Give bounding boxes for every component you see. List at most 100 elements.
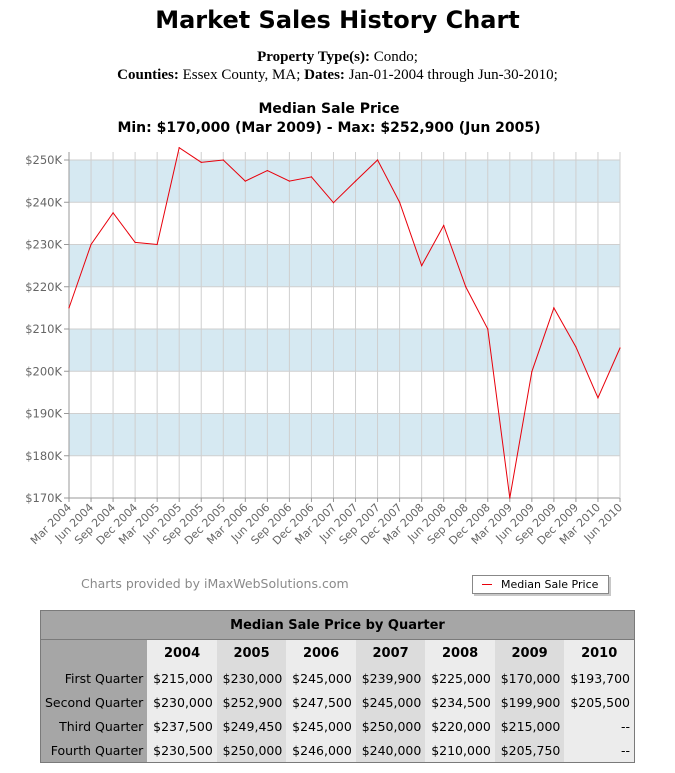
table-header-row: 2004 2005 2006 2007 2008 2009 2010 (40, 639, 635, 666)
table-cell: $205,750 (494, 738, 565, 763)
row-label: Third Quarter (40, 714, 148, 738)
table-cell: $193,700 (564, 666, 635, 690)
table-cell: $247,500 (286, 690, 356, 714)
table-cell: $240,000 (355, 738, 426, 763)
data-point (310, 176, 313, 178)
counties-value: Essex County, MA; (182, 67, 301, 83)
data-point (156, 243, 158, 246)
data-point (90, 243, 92, 246)
data-point (465, 286, 467, 288)
table-cell: $249,450 (216, 714, 287, 738)
y-tick-label: $220K (25, 280, 62, 294)
data-point (487, 328, 489, 330)
y-tick-label: $180K (25, 449, 62, 463)
y-tick-label: $210K (25, 322, 62, 336)
table-cell: $245,000 (286, 714, 356, 738)
table-cell: $234,500 (425, 690, 495, 714)
table-cell: $210,000 (425, 738, 495, 763)
table-cell: $199,900 (494, 690, 565, 714)
chart-title: Median Sale Price (258, 101, 400, 117)
data-point (112, 212, 114, 214)
table-cell: $230,500 (147, 738, 217, 763)
y-tick-label: $190K (25, 407, 62, 421)
table-row: Fourth Quarter $230,500 $250,000 $246,000 $2… (40, 738, 635, 763)
table-row: Second Quarter $230,000 $252,900 $247,500 $2… (40, 690, 635, 714)
quarterly-table: Median Sale Price by Quarter 2004 2005 200… (40, 610, 635, 763)
criteria-property-type: Property Type(s): Condo; (0, 49, 675, 66)
table-body: First Quarter $215,000 $230,000 $245,000 $23… (40, 666, 635, 763)
table-cell: $246,000 (286, 738, 356, 763)
data-point (597, 397, 599, 399)
legend-label: Median Sale Price (501, 578, 599, 591)
table-corner (40, 639, 148, 666)
data-point (575, 346, 577, 348)
table-cell: $250,000 (355, 714, 426, 738)
series-lines (68, 146, 621, 499)
table-cell: $230,000 (147, 690, 217, 714)
data-point (134, 241, 136, 243)
page-title: Market Sales History Chart (155, 6, 520, 34)
gridlines (68, 152, 621, 499)
table-year-header: 2010 (564, 639, 635, 666)
data-point (619, 347, 621, 349)
chart-legend: Median Sale Price (472, 575, 609, 594)
criteria-counties-dates: Counties: Essex County, MA; Dates: Jan-0… (0, 67, 675, 84)
table-row: First Quarter $215,000 $230,000 $245,000 $23… (40, 666, 635, 690)
grid-band (69, 160, 620, 203)
data-point (266, 169, 268, 172)
data-point (200, 161, 202, 163)
series-line (68, 146, 621, 499)
table-cell: -- (564, 714, 635, 738)
grid-band (69, 413, 620, 456)
table-caption: Median Sale Price by Quarter (40, 610, 635, 640)
table-year-header: 2005 (216, 639, 287, 666)
data-point (178, 147, 180, 149)
table-cell: $225,000 (425, 666, 495, 690)
chart-credit: Charts provided by iMaxWebSolutions.com (81, 576, 349, 591)
y-tick-label: $230K (25, 238, 62, 252)
row-label: Fourth Quarter (40, 738, 148, 763)
table-cell: $245,000 (355, 690, 426, 714)
table-year-header: 2007 (355, 639, 426, 666)
property-type-label: Property Type(s): (257, 49, 370, 65)
y-tick-label: $250K (25, 153, 62, 167)
grid-band (69, 329, 620, 372)
row-label: Second Quarter (40, 690, 148, 714)
table-year-header: 2004 (147, 639, 217, 666)
line-chart: $170K $180K $190K $200K $210K $220K $230K $240K… (25, 146, 625, 547)
dates-value: Jan-01-2004 through Jun-30-2010; (348, 67, 558, 83)
data-point (376, 159, 379, 161)
data-point (509, 497, 511, 499)
table-year-header: 2006 (286, 639, 356, 666)
table-cell: $252,900 (216, 690, 287, 714)
table-year-header: 2008 (425, 639, 495, 666)
grid-bands (69, 160, 620, 456)
data-point (553, 307, 555, 309)
table-year-header: 2009 (494, 639, 565, 666)
table-cell: $250,000 (216, 738, 287, 763)
table-cell: $245,000 (286, 666, 356, 690)
data-point (421, 265, 423, 267)
data-point (531, 371, 533, 373)
table-cell: $170,000 (494, 666, 565, 690)
chart-subtitle: Min: $170,000 (Mar 2009) - Max: $252,900… (117, 120, 541, 136)
y-tick-label: $240K (25, 195, 62, 209)
y-tick-label: $200K (25, 364, 62, 378)
table-cell: $215,000 (494, 714, 565, 738)
y-axis-ticks: $170K $180K $190K $200K $210K $220K $230K $240K… (25, 153, 69, 505)
data-point (68, 307, 70, 309)
table-cell: $239,900 (355, 666, 426, 690)
table-cell: $205,500 (564, 690, 635, 714)
table-cell: -- (564, 738, 635, 763)
data-point (222, 159, 224, 161)
row-label: First Quarter (40, 666, 148, 690)
grid-band (69, 244, 620, 287)
table-cell: $237,500 (147, 714, 217, 738)
data-point (399, 201, 401, 203)
legend-swatch (482, 584, 492, 585)
table-cell: $220,000 (425, 714, 495, 738)
dates-label: Dates: (304, 67, 345, 83)
table-row: Third Quarter $237,500 $249,450 $245,000 $25… (40, 714, 635, 738)
data-point (244, 180, 246, 182)
